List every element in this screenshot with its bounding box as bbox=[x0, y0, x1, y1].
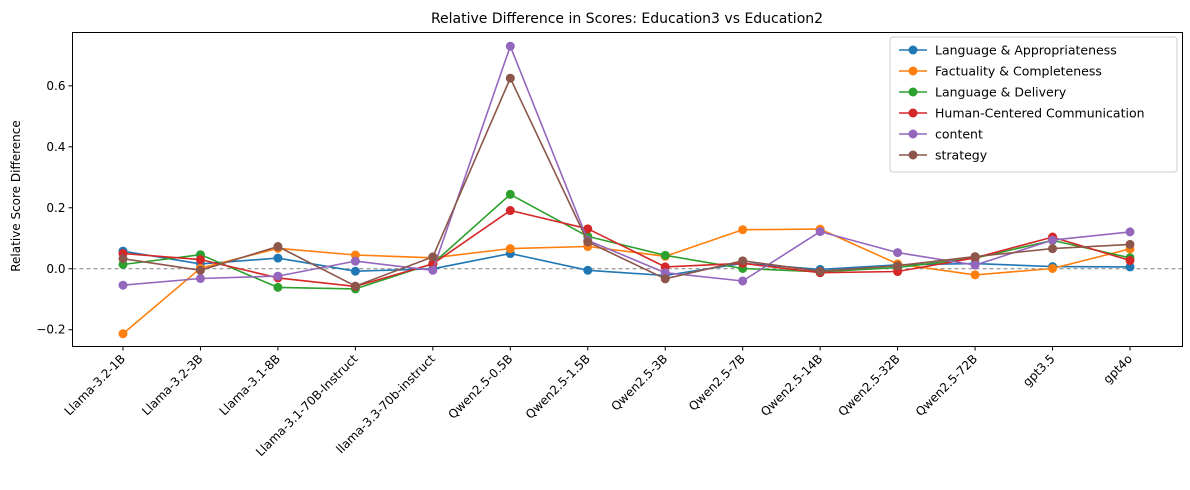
x-tick-label: gpt3.5 bbox=[1020, 352, 1057, 389]
data-point bbox=[738, 225, 748, 235]
data-point bbox=[970, 252, 980, 262]
legend-item: strategy bbox=[899, 148, 988, 163]
legend-swatch-marker bbox=[908, 45, 918, 55]
data-point bbox=[893, 261, 903, 271]
data-point bbox=[195, 265, 205, 275]
legend-label: Human-Centered Communication bbox=[935, 106, 1145, 121]
data-point bbox=[660, 274, 670, 284]
data-point bbox=[118, 254, 128, 264]
data-point bbox=[1125, 256, 1135, 266]
x-tick-label: Llama-3.2-1B bbox=[62, 352, 128, 418]
series-line bbox=[122, 77, 1131, 287]
y-tick-label: 0.0 bbox=[46, 262, 65, 276]
series-line bbox=[122, 45, 1131, 286]
data-point bbox=[1125, 239, 1135, 249]
plot-area-frame bbox=[72, 32, 1183, 347]
data-point bbox=[583, 265, 593, 275]
data-point bbox=[505, 73, 515, 83]
legend-item: Language & Appropriateness bbox=[899, 43, 1117, 58]
data-point bbox=[738, 256, 748, 266]
legend-item: Human-Centered Communication bbox=[899, 106, 1145, 121]
data-point bbox=[350, 256, 360, 266]
legend-item: content bbox=[899, 127, 983, 142]
series-group bbox=[118, 41, 1135, 290]
legend-swatch-marker bbox=[908, 87, 918, 97]
y-axis-title: Relative Score Difference bbox=[9, 120, 23, 272]
legend-label: Language & Appropriateness bbox=[935, 43, 1117, 58]
x-tick-label: Qwen2.5-32B bbox=[835, 352, 902, 419]
data-point bbox=[118, 329, 128, 339]
legend: Language & Appropriateness Factuality & C… bbox=[889, 36, 1178, 173]
legend-box bbox=[889, 36, 1178, 173]
legend-label: Language & Delivery bbox=[935, 85, 1067, 100]
x-tick-label: Llama-3.1-8B bbox=[217, 352, 283, 418]
data-point bbox=[815, 227, 825, 237]
y-tick-label: −0.2 bbox=[36, 323, 65, 337]
data-point bbox=[505, 189, 515, 199]
data-point bbox=[505, 206, 515, 216]
series-line bbox=[122, 228, 1131, 335]
legend-label: strategy bbox=[935, 148, 988, 163]
legend-item: Factuality & Completeness bbox=[899, 64, 1102, 79]
data-point bbox=[970, 260, 980, 270]
y-tick-label: 0.4 bbox=[46, 140, 65, 154]
data-point bbox=[273, 271, 283, 281]
series-group bbox=[118, 73, 1135, 291]
legend-swatch-marker bbox=[908, 150, 918, 160]
x-tick-label: Qwen2.5-7B bbox=[686, 352, 748, 414]
data-point bbox=[583, 237, 593, 247]
chart-title: Relative Difference in Scores: Education… bbox=[431, 11, 823, 27]
x-tick-label: gpt4o bbox=[1101, 352, 1136, 387]
legend-item: Language & Delivery bbox=[899, 85, 1067, 100]
data-point bbox=[505, 41, 515, 51]
data-point bbox=[195, 255, 205, 265]
data-point bbox=[738, 276, 748, 286]
data-point bbox=[1048, 244, 1058, 254]
data-point bbox=[350, 281, 360, 291]
x-tick-label: Qwen2.5-0.5B bbox=[445, 352, 515, 422]
series-group bbox=[118, 189, 1135, 294]
series-line bbox=[122, 209, 1131, 288]
data-point bbox=[195, 274, 205, 284]
data-point bbox=[273, 242, 283, 252]
data-point bbox=[1048, 235, 1058, 245]
data-point bbox=[505, 244, 515, 254]
data-point bbox=[1125, 262, 1135, 272]
data-point bbox=[350, 266, 360, 276]
y-tick-label: 0.6 bbox=[46, 79, 65, 93]
series-group bbox=[118, 224, 1135, 339]
data-point bbox=[273, 282, 283, 292]
legend-label: Factuality & Completeness bbox=[935, 64, 1102, 79]
data-point bbox=[273, 253, 283, 263]
data-point bbox=[1048, 263, 1058, 273]
data-point bbox=[583, 224, 593, 234]
x-tick-label: Qwen2.5-1.5B bbox=[523, 352, 593, 422]
data-point bbox=[893, 248, 903, 258]
data-point bbox=[428, 265, 438, 275]
data-point bbox=[970, 270, 980, 280]
legend-swatch-marker bbox=[908, 129, 918, 139]
legend-label: content bbox=[935, 127, 983, 142]
data-point bbox=[1125, 227, 1135, 237]
x-tick-label: Qwen2.5-3B bbox=[608, 352, 670, 414]
data-point bbox=[815, 266, 825, 276]
x-tick-label: Qwen2.5-14B bbox=[758, 352, 825, 419]
legend-swatch-marker bbox=[908, 66, 918, 76]
data-point bbox=[118, 280, 128, 290]
x-tick-label: Llama-3.2-3B bbox=[139, 352, 205, 418]
data-point bbox=[660, 250, 670, 260]
legend-swatch-marker bbox=[908, 108, 918, 118]
x-tick-label: Qwen2.5-72B bbox=[913, 352, 980, 419]
data-point bbox=[428, 252, 438, 262]
y-tick-label: 0.2 bbox=[46, 201, 65, 215]
